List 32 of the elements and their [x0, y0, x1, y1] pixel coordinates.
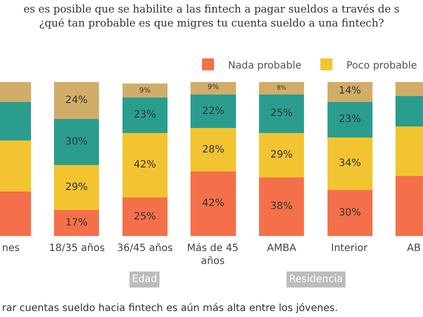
data-label: 25% [134, 211, 156, 222]
x-tick-label: nes [2, 243, 20, 254]
data-label: 23% [134, 110, 156, 121]
data-label: 14% [338, 86, 361, 97]
data-label: 42% [134, 160, 156, 171]
data-label: 28% [202, 144, 224, 156]
data-label: 25% [270, 108, 293, 120]
data-label: 22% [202, 106, 224, 117]
chart-title: es es posible que se habilite a las fintech a pagar sueldos a través de s ¿qué tan probable es que migres tu cuenta sueldo a una fintech? [23, 4, 400, 30]
data-label: 29% [270, 150, 293, 161]
x-tick-label: 36/45 años [117, 243, 173, 254]
legend-label: Nada probable [228, 60, 302, 72]
x-tick-label: 18/35 años [49, 243, 105, 254]
text: Residencia [289, 274, 343, 285]
data-label: 17% [65, 217, 88, 228]
x-tick-label: Interior [331, 243, 368, 254]
data-label: 9% [139, 85, 151, 94]
data-label: 42% [202, 198, 224, 210]
data-label: 38% [270, 201, 293, 212]
data-label: 34% [338, 158, 361, 170]
data-label: 9% [208, 82, 220, 92]
text: Edad [132, 274, 158, 285]
x-tick-label: AMBA [267, 243, 296, 254]
data-label: 24% [65, 94, 88, 106]
data-label: 23% [338, 114, 361, 126]
legend-label: Poco probable [346, 60, 418, 72]
text: rar cuentas sueldo hacia fintech es aún más alta entre los jóvenes. [2, 303, 338, 314]
x-tick-label: AB [407, 243, 421, 254]
data-label: 30% [338, 207, 361, 218]
x-tick-label: Más de 45 años [187, 243, 239, 267]
data-label: 29% [65, 182, 88, 193]
data-label: 30% [65, 136, 88, 148]
